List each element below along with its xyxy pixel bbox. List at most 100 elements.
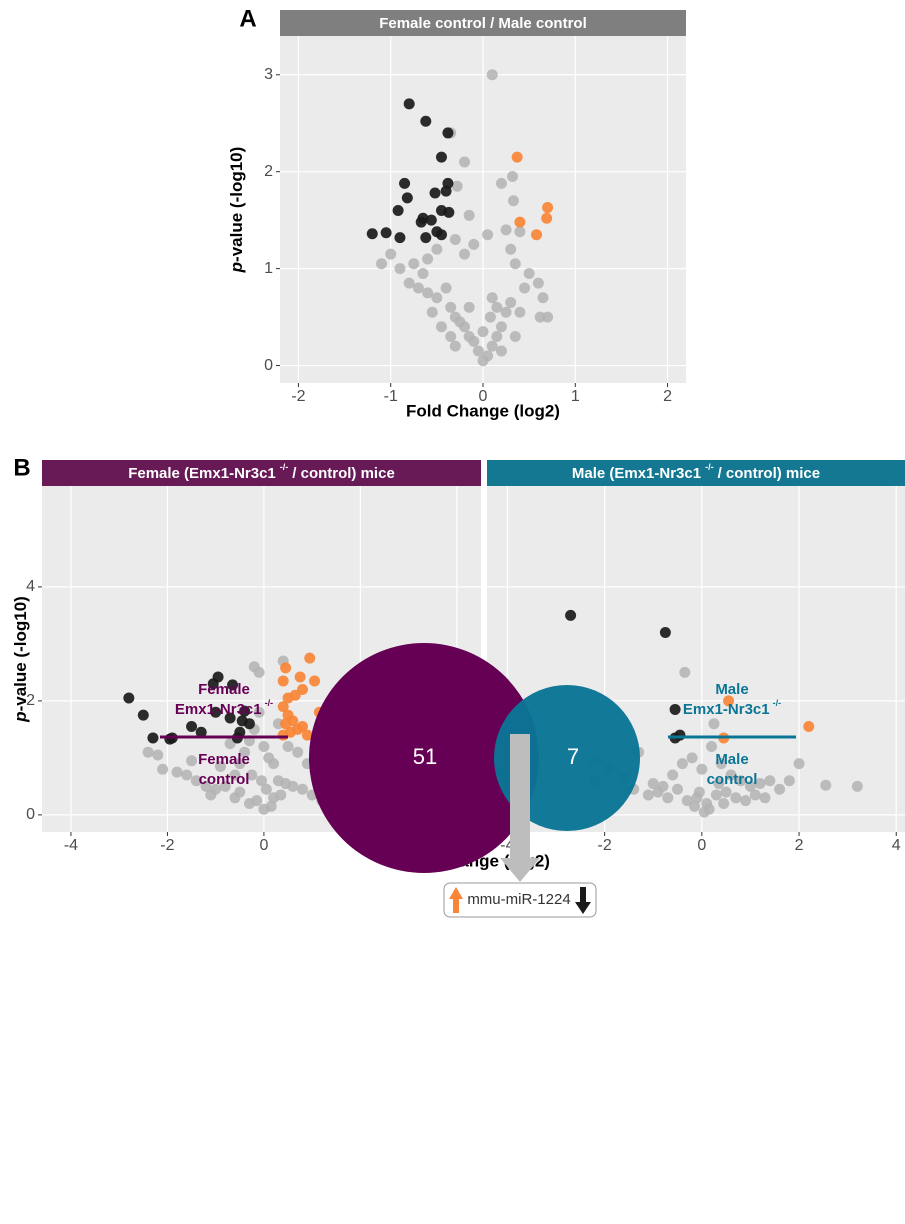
point: [394, 263, 406, 275]
point: [720, 786, 732, 798]
point: [142, 746, 154, 758]
point: [803, 721, 815, 733]
point: [190, 775, 202, 787]
point: [514, 226, 526, 238]
point: [445, 330, 457, 342]
point: [759, 792, 771, 804]
point: [495, 177, 507, 189]
point: [534, 311, 546, 323]
point: [698, 806, 710, 818]
point: [820, 779, 832, 791]
x-tick-label: 0: [697, 837, 706, 854]
point: [449, 340, 461, 352]
point: [239, 705, 251, 717]
set-numerator: Female: [198, 681, 250, 698]
point: [234, 758, 246, 770]
point: [392, 204, 404, 216]
point: [505, 297, 517, 309]
set-denominator: Male: [715, 751, 748, 768]
set-genotype: Emx1-Nr3c1 -/-: [683, 698, 781, 718]
count: 7: [567, 744, 579, 769]
point: [280, 778, 292, 790]
point: [740, 795, 752, 807]
point: [706, 740, 718, 752]
point: [696, 763, 708, 775]
point: [297, 783, 309, 795]
point: [292, 746, 304, 758]
point: [440, 282, 452, 294]
point: [435, 321, 447, 333]
point: [431, 226, 443, 238]
point: [280, 718, 292, 730]
point: [277, 675, 289, 687]
point: [181, 769, 193, 781]
point: [449, 234, 461, 246]
point: [715, 758, 727, 770]
point: [258, 740, 270, 752]
point: [482, 229, 494, 241]
set-denominator: control: [707, 771, 758, 788]
point: [851, 780, 863, 792]
point: [205, 789, 217, 801]
point: [186, 721, 198, 733]
point: [229, 792, 241, 804]
point: [277, 701, 289, 713]
point: [505, 243, 517, 255]
point: [672, 783, 684, 795]
point: [477, 326, 489, 338]
point: [679, 666, 691, 678]
point: [667, 769, 679, 781]
set-circle: [494, 685, 640, 831]
point: [642, 789, 654, 801]
point: [380, 227, 392, 239]
point: [420, 115, 432, 127]
point: [442, 127, 454, 139]
point: [783, 775, 795, 787]
y-tick-label: 4: [26, 578, 35, 595]
point: [486, 292, 498, 304]
set-denominator: control: [199, 771, 250, 788]
point: [491, 330, 503, 342]
point: [463, 301, 475, 313]
point: [468, 238, 480, 250]
point: [541, 212, 553, 224]
point: [195, 726, 207, 738]
point: [451, 180, 463, 192]
point: [793, 758, 805, 770]
strip-title: Male (Emx1-Nr3c1 -/- / control) mice: [572, 462, 820, 482]
set-denominator: Female: [198, 751, 250, 768]
point: [376, 258, 387, 270]
point: [669, 703, 681, 715]
x-tick-label: -2: [291, 388, 305, 405]
y-tick-label: 2: [264, 163, 273, 180]
point: [542, 202, 554, 214]
genotype: Emx1-Nr3c1: [175, 701, 262, 718]
panel-letter: B: [13, 454, 30, 481]
y-axis-label: p-value (-log10): [227, 147, 246, 274]
strip-text: / control) mice: [718, 465, 821, 482]
point: [282, 740, 294, 752]
y-tick-label: 2: [26, 692, 35, 709]
point: [531, 229, 543, 241]
x-tick-label: 0: [259, 837, 268, 854]
point: [718, 797, 730, 809]
point: [415, 216, 427, 228]
point: [514, 216, 526, 228]
point: [429, 187, 441, 199]
y-tick-label: 3: [264, 66, 273, 83]
point: [212, 671, 224, 683]
point: [147, 732, 159, 744]
point: [417, 267, 429, 279]
point: [495, 345, 507, 357]
point: [157, 763, 169, 775]
x-tick-label: 2: [795, 837, 804, 854]
point: [253, 666, 265, 678]
x-tick-label: 2: [663, 388, 672, 405]
point: [256, 775, 267, 787]
superscript: -/-: [705, 462, 714, 472]
point: [239, 746, 251, 758]
point: [491, 301, 503, 313]
x-tick-label: 0: [479, 388, 488, 405]
point: [754, 778, 766, 790]
